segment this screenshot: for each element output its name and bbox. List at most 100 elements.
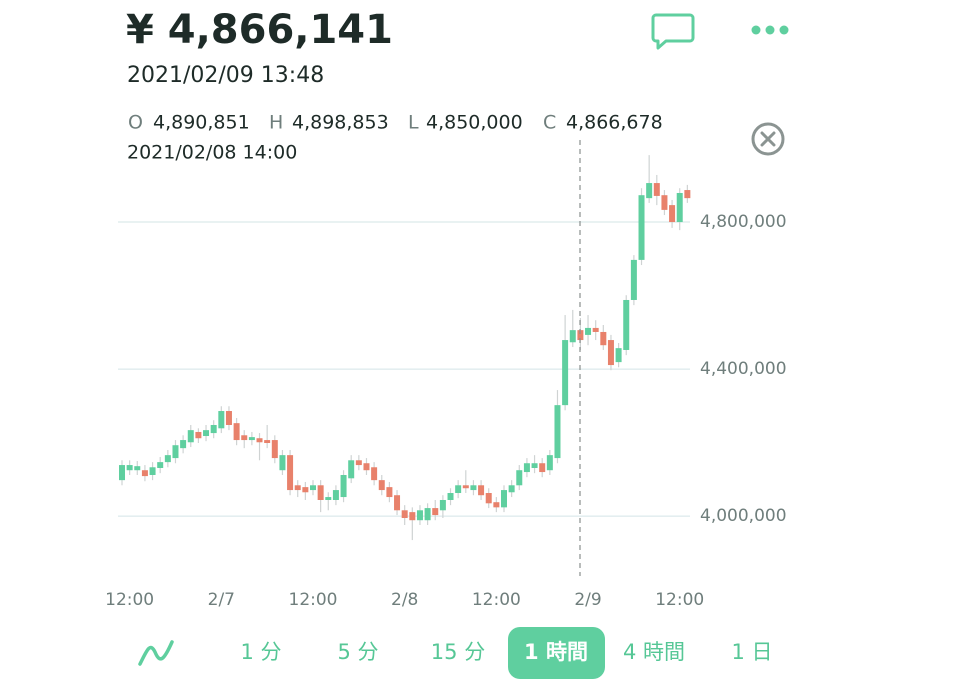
ohlc-key: H xyxy=(269,112,283,134)
line-chart-toggle[interactable] xyxy=(138,640,174,666)
x-tick-label: 2/8 xyxy=(391,590,418,610)
candle-body xyxy=(256,438,263,443)
candle-body xyxy=(126,465,133,471)
ohlc-value: 4,890,851 xyxy=(153,112,250,134)
candle-body xyxy=(638,195,645,260)
candle-body xyxy=(516,470,523,486)
ohlc-row: O 4,890,851 H 4,898,853 L 4,850,000 C 4,866,678 xyxy=(128,112,663,134)
candle-body xyxy=(225,411,232,425)
candle-body xyxy=(241,435,248,441)
candle-body xyxy=(585,327,592,335)
candle-body xyxy=(195,431,202,439)
ohlc-value: 4,898,853 xyxy=(292,112,389,134)
candle-body xyxy=(508,485,515,493)
tab[interactable]: 1 分 xyxy=(240,640,281,664)
ohlc-timestamp: 2021/02/08 14:00 xyxy=(127,142,297,164)
candle-body xyxy=(310,485,316,491)
candle-body xyxy=(615,348,622,363)
candle-body xyxy=(386,487,393,498)
tab[interactable]: 5 分 xyxy=(337,640,378,664)
candle-body xyxy=(623,299,630,350)
tab-label: 1 日 xyxy=(731,640,772,664)
candle-body xyxy=(669,205,676,223)
candle-body xyxy=(340,474,347,498)
y-tick-label: 4,400,000 xyxy=(700,359,787,379)
candle-body xyxy=(332,490,339,500)
comment-button[interactable] xyxy=(651,13,695,50)
candle-body xyxy=(302,487,309,493)
candle-body xyxy=(653,183,660,196)
y-tick-label: 4,000,000 xyxy=(700,506,787,526)
candle-body xyxy=(661,195,668,210)
candle-body xyxy=(478,485,485,496)
timeframe-tabs: 1 分 5 分 15 分 1 時間 4 時間 1 日 xyxy=(138,627,773,679)
candle-body xyxy=(439,499,446,511)
candle-body xyxy=(554,405,561,459)
tab[interactable]: 1 時間 xyxy=(508,627,605,679)
candle-body xyxy=(401,510,408,519)
x-tick-label: 12:00 xyxy=(105,590,154,610)
candle-body xyxy=(119,465,125,481)
candle-body xyxy=(531,463,538,469)
tab-label: 1 時間 xyxy=(524,640,588,664)
dot xyxy=(765,25,775,35)
candle-body xyxy=(172,445,179,459)
candle-body xyxy=(562,340,569,406)
candle-body xyxy=(134,466,141,471)
ohlc-value: 4,850,000 xyxy=(426,112,523,134)
candle-body xyxy=(592,327,599,332)
candle-body xyxy=(470,485,477,491)
candle-body xyxy=(607,340,614,366)
y-tick-label: 4,800,000 xyxy=(700,212,787,232)
candle-body xyxy=(539,463,546,473)
candle-body xyxy=(210,424,217,434)
candle-body xyxy=(630,259,637,300)
tab[interactable]: 15 分 xyxy=(431,640,485,664)
plot: 4,000,000 4,400,000 4,800,000 12:00 2/7 12:00… xyxy=(105,155,787,610)
candle-body xyxy=(157,462,164,469)
close-button[interactable] xyxy=(751,122,785,156)
candle-body xyxy=(569,330,576,343)
candle-body xyxy=(447,493,454,500)
candle-body xyxy=(600,331,607,346)
price: ¥ 4,866,141 xyxy=(126,7,393,53)
candle-body xyxy=(432,508,439,516)
candle-body xyxy=(455,485,462,494)
candle-body xyxy=(317,485,324,500)
candle-body xyxy=(271,440,278,459)
comment-icon xyxy=(651,13,695,50)
candle-body xyxy=(248,437,255,441)
candle-body xyxy=(264,440,271,444)
candle-body xyxy=(501,490,507,508)
candle-body xyxy=(279,455,286,471)
candle-body xyxy=(684,190,691,199)
ohlc-key: L xyxy=(408,112,419,134)
x-tick-label: 2/7 xyxy=(208,590,235,610)
more-button[interactable] xyxy=(751,25,789,35)
candle-body xyxy=(523,463,530,473)
tab-highlight xyxy=(508,627,605,679)
ohlc-key: O xyxy=(128,112,143,134)
close-circle xyxy=(751,122,785,156)
ohlc-value: 4,866,678 xyxy=(566,112,663,134)
candle-body xyxy=(180,440,187,449)
close-cross xyxy=(760,131,776,147)
candle-body xyxy=(676,192,683,223)
candle-body xyxy=(409,512,416,521)
tab[interactable]: 1 日 xyxy=(731,640,772,664)
timestamp: 2021/02/09 13:48 xyxy=(127,63,324,88)
candle-body xyxy=(164,455,171,463)
candle-body xyxy=(493,502,500,508)
candle-body xyxy=(294,485,301,491)
tab[interactable]: 4 時間 xyxy=(623,640,685,664)
candle-body xyxy=(287,455,294,491)
candle-body xyxy=(646,183,653,199)
candle-body xyxy=(424,508,431,521)
candle-body xyxy=(371,467,378,481)
x-tick-label: 12:00 xyxy=(472,590,521,610)
ohlc-key: C xyxy=(543,112,556,134)
candle-body xyxy=(462,485,469,489)
candle-body xyxy=(378,480,385,491)
